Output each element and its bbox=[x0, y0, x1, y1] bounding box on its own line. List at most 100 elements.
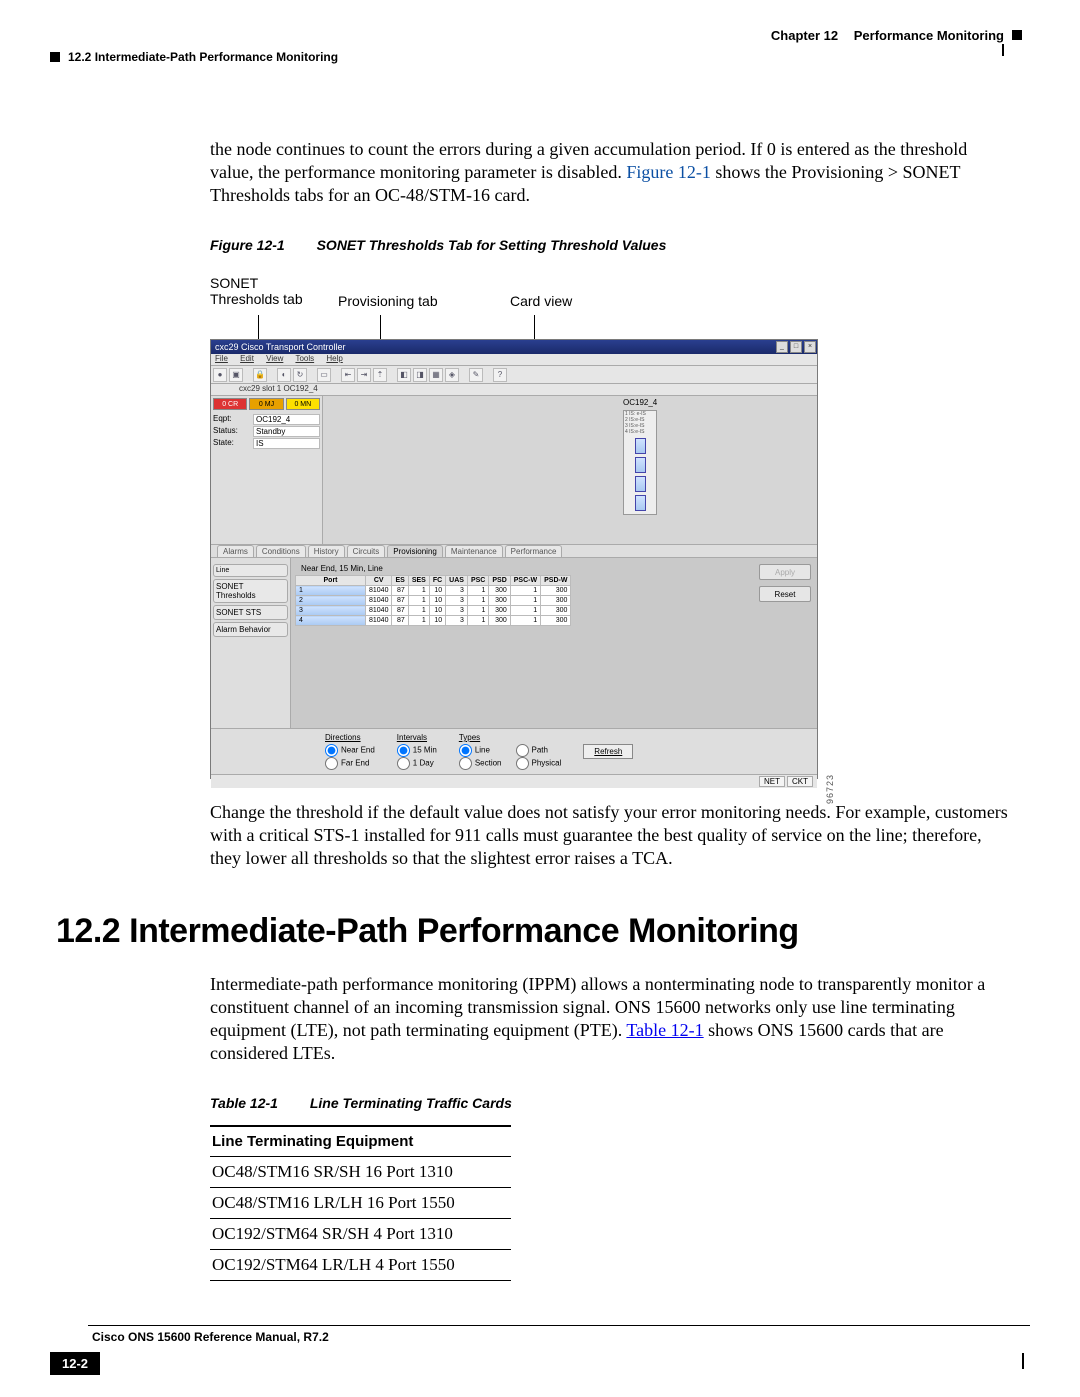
apply-button[interactable]: Apply bbox=[759, 564, 811, 580]
toolbar-button[interactable]: ◨ bbox=[413, 368, 427, 382]
table-xref-link[interactable]: Table 12-1 bbox=[626, 1020, 703, 1040]
tab-maintenance[interactable]: Maintenance bbox=[445, 545, 503, 557]
col-header[interactable]: CV bbox=[366, 576, 392, 586]
figure-xref-link[interactable]: Figure 12-1 bbox=[626, 162, 711, 182]
table-number: Table 12-1 bbox=[210, 1095, 278, 1111]
section-heading: 12.2 Intermediate-Path Performance Monit… bbox=[56, 912, 1030, 951]
radio-near-end[interactable]: Near End bbox=[325, 744, 375, 757]
port-label: 4 IS:e-IS bbox=[624, 429, 656, 435]
callout-sonet-thresholds: SONET Thresholds tab bbox=[210, 275, 303, 307]
lte-table: Line Terminating Equipment OC48/STM16 SR… bbox=[210, 1125, 511, 1281]
group-heading: Directions bbox=[325, 733, 375, 742]
close-icon[interactable]: × bbox=[804, 341, 816, 353]
alarm-cr-badge[interactable]: 0 CR bbox=[213, 398, 247, 410]
menu-help[interactable]: Help bbox=[326, 354, 342, 363]
col-header[interactable]: PSD-W bbox=[541, 576, 571, 586]
toolbar-button[interactable]: ↻ bbox=[293, 368, 307, 382]
provisioning-subtabs: Line SONET Thresholds SONET STS Alarm Be… bbox=[211, 558, 291, 728]
tab-alarms[interactable]: Alarms bbox=[217, 545, 254, 557]
tab-provisioning[interactable]: Provisioning bbox=[387, 545, 443, 557]
tab-history[interactable]: History bbox=[308, 545, 345, 557]
port-icon[interactable] bbox=[635, 457, 646, 473]
col-header[interactable]: SES bbox=[408, 576, 429, 586]
table-row[interactable]: 28104087110313001300 bbox=[296, 596, 571, 606]
radio-input[interactable] bbox=[397, 744, 410, 757]
col-header[interactable]: Port bbox=[296, 576, 366, 586]
toolbar-button[interactable]: ? bbox=[493, 368, 507, 382]
alarm-mj-badge[interactable]: 0 MJ bbox=[249, 398, 283, 410]
menu-tools[interactable]: Tools bbox=[295, 354, 314, 363]
toolbar-button[interactable]: ◧ bbox=[397, 368, 411, 382]
header-tick bbox=[1002, 44, 1004, 56]
radio-input[interactable] bbox=[459, 757, 472, 770]
subtab-alarm-behavior[interactable]: Alarm Behavior bbox=[213, 622, 288, 637]
table-row[interactable]: 48104087110313001300 bbox=[296, 616, 571, 626]
radio-far-end[interactable]: Far End bbox=[325, 757, 375, 770]
menu-file[interactable]: File bbox=[215, 354, 228, 363]
toolbar-button[interactable]: ▣ bbox=[229, 368, 243, 382]
toolbar-button[interactable]: ✎ bbox=[469, 368, 483, 382]
table-row[interactable]: 18104087110313001300 bbox=[296, 586, 571, 596]
radio-input[interactable] bbox=[516, 757, 529, 770]
col-header[interactable]: PSC-W bbox=[510, 576, 540, 586]
radio-input[interactable] bbox=[397, 757, 410, 770]
toolbar-button[interactable]: 🔒 bbox=[253, 368, 267, 382]
toolbar-button[interactable]: ⇥ bbox=[357, 368, 371, 382]
radio-1day[interactable]: 1 Day bbox=[397, 757, 437, 770]
toolbar-button[interactable]: ⇡ bbox=[373, 368, 387, 382]
menu-edit[interactable]: Edit bbox=[240, 354, 254, 363]
port-icon[interactable] bbox=[635, 476, 646, 492]
radio-input[interactable] bbox=[325, 757, 338, 770]
col-header[interactable]: UAS bbox=[446, 576, 468, 586]
refresh-button[interactable]: Refresh bbox=[583, 744, 633, 759]
alarm-mn-badge[interactable]: 0 MN bbox=[286, 398, 320, 410]
toolbar-button[interactable]: ◈ bbox=[445, 368, 459, 382]
callout-provisioning: Provisioning tab bbox=[338, 293, 438, 309]
toolbar-button[interactable]: ⇤ bbox=[341, 368, 355, 382]
tab-performance[interactable]: Performance bbox=[505, 545, 563, 557]
radio-section[interactable]: Section bbox=[459, 757, 502, 770]
group-heading: Types bbox=[459, 733, 561, 742]
port-icon[interactable] bbox=[635, 495, 646, 511]
value: IS bbox=[253, 438, 320, 449]
col-header[interactable]: ES bbox=[392, 576, 408, 586]
subtab-line[interactable]: Line bbox=[213, 564, 288, 577]
menu-view[interactable]: View bbox=[266, 354, 283, 363]
group-heading: Intervals bbox=[397, 733, 437, 742]
body-paragraph: Intermediate-path performance monitoring… bbox=[210, 973, 1010, 1065]
maximize-icon[interactable]: □ bbox=[790, 341, 802, 353]
toolbar-button[interactable]: ◐ bbox=[277, 368, 291, 382]
table-row[interactable]: 38104087110313001300 bbox=[296, 606, 571, 616]
radio-input[interactable] bbox=[459, 744, 472, 757]
figure: SONET Thresholds tab Provisioning tab Ca… bbox=[210, 275, 820, 779]
subtab-sonet-thresholds[interactable]: SONET Thresholds bbox=[213, 579, 288, 603]
port-icon[interactable] bbox=[635, 438, 646, 454]
tab-circuits[interactable]: Circuits bbox=[347, 545, 386, 557]
radio-line[interactable]: Line bbox=[459, 744, 502, 757]
col-header[interactable]: PSC bbox=[467, 576, 488, 586]
col-header[interactable]: FC bbox=[429, 576, 445, 586]
radio-input[interactable] bbox=[325, 744, 338, 757]
running-head-right: Chapter 12 Performance Monitoring bbox=[771, 28, 1004, 43]
radio-15min[interactable]: 15 Min bbox=[397, 744, 437, 757]
toolbar-button[interactable]: ● bbox=[213, 368, 227, 382]
toolbar-button[interactable]: ▭ bbox=[317, 368, 331, 382]
col-header[interactable]: PSD bbox=[489, 576, 510, 586]
card-view: OC192_4 1 IS: e-IS 2 IS:e-IS 3 IS:e-IS 4… bbox=[323, 396, 817, 544]
radio-path[interactable]: Path bbox=[516, 744, 562, 757]
tab-conditions[interactable]: Conditions bbox=[256, 545, 306, 557]
value: OC192_4 bbox=[253, 414, 320, 425]
node-info-pane: 0 CR 0 MJ 0 MN Eqpt:OC192_4 Status:Stand… bbox=[211, 396, 323, 544]
thresholds-table: Port CV ES SES FC UAS PSC PSD PSC-W PSD-… bbox=[295, 575, 571, 626]
radio-physical[interactable]: Physical bbox=[516, 757, 562, 770]
subtab-sonet-sts[interactable]: SONET STS bbox=[213, 605, 288, 620]
toolbar-button[interactable]: ▦ bbox=[429, 368, 443, 382]
book-title: Cisco ONS 15600 Reference Manual, R7.2 bbox=[92, 1330, 1030, 1344]
breadcrumb: cxc29 slot 1 OC192_4 bbox=[211, 384, 817, 396]
reset-button[interactable]: Reset bbox=[759, 586, 811, 602]
table-cell: OC192/STM64 SR/SH 4 Port 1310 bbox=[210, 1219, 511, 1250]
crop-mark-icon bbox=[50, 52, 60, 62]
minimize-icon[interactable]: _ bbox=[776, 341, 788, 353]
radio-input[interactable] bbox=[516, 744, 529, 757]
menubar[interactable]: File Edit View Tools Help bbox=[211, 354, 817, 366]
